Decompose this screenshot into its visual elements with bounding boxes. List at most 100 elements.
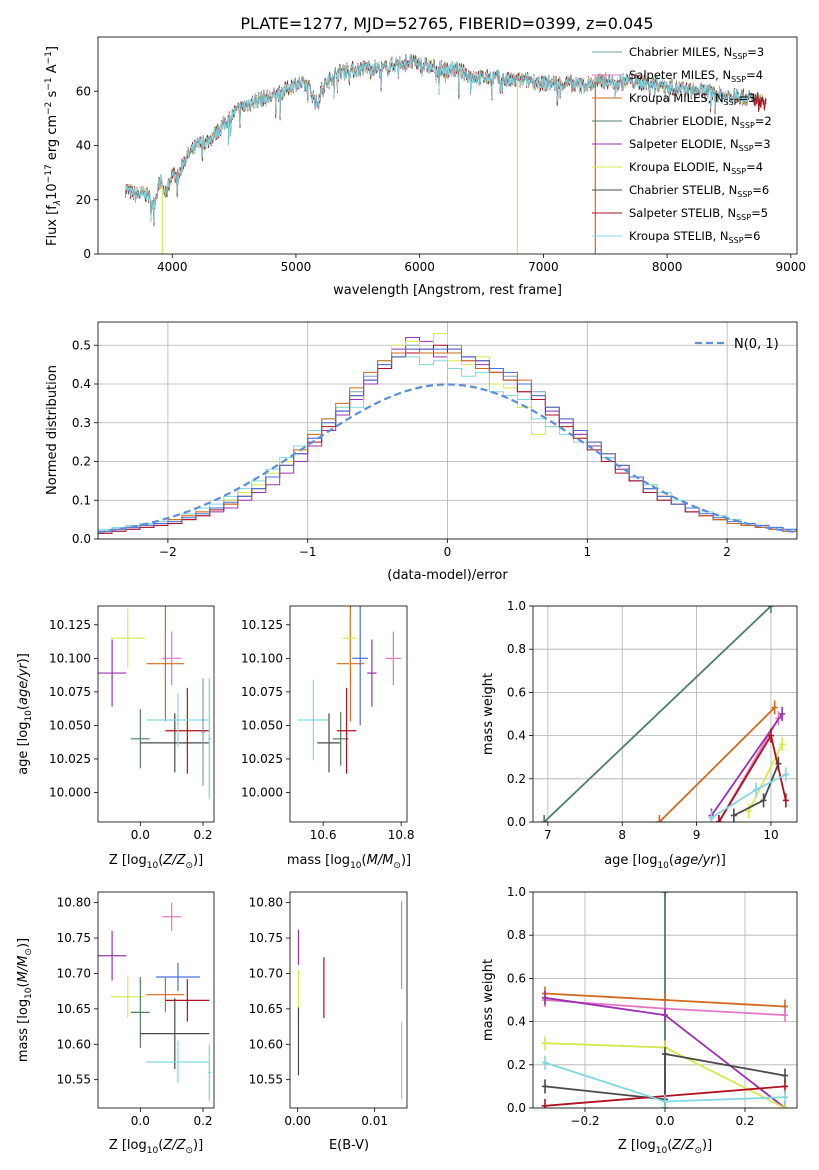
y-tick-label: 10.60 <box>57 1037 91 1051</box>
x-tick-label: 7 <box>544 828 552 842</box>
x-tick-label: 2 <box>723 545 731 559</box>
y-tick-label: 0.0 <box>72 532 91 546</box>
y-tick-label: 10.100 <box>241 651 283 665</box>
x-tick-label: 0.0 <box>655 1114 674 1128</box>
y-tick-label: 60 <box>76 84 91 98</box>
x-axis-label: Z [log10(Z/Z⊙)] <box>618 1138 712 1156</box>
x-tick-label: 0 <box>444 545 452 559</box>
y-tick-label: 10.050 <box>49 718 91 732</box>
y-tick-label: 0.0 <box>507 1101 526 1115</box>
axes-frame <box>532 605 798 823</box>
y-tick-label: 0.5 <box>72 338 91 352</box>
age-vs-mass-panel: 10.6 10.8 10.000 10.025 10.050 10.075 10.100 10… <box>241 605 415 871</box>
axes-frame <box>97 891 215 1109</box>
y-tick-label: 0.8 <box>507 928 526 942</box>
y-tick-label: 0.6 <box>507 971 526 985</box>
y-tick-label: 0.2 <box>72 455 91 469</box>
gaussian-curve <box>97 383 798 534</box>
legend-label: N(0, 1) <box>734 337 779 352</box>
x-tick-label: 10 <box>763 828 778 842</box>
y-tick-label: 10.55 <box>249 1073 283 1087</box>
y-tick-label: 0.0 <box>507 815 526 829</box>
y-tick-label: 10.000 <box>49 785 91 799</box>
x-tick-label: −2 <box>159 545 177 559</box>
y-tick-label: 10.75 <box>57 931 91 945</box>
x-tick-label: 1 <box>583 545 591 559</box>
weight-line-chabrier_stelib <box>544 1052 786 1101</box>
y-axis-label: age [log10(age/yr)] <box>16 653 34 775</box>
x-tick-label: 9000 <box>776 260 807 274</box>
x-tick-label: 7000 <box>528 260 559 274</box>
x-tick-label: 10.6 <box>310 828 337 842</box>
legend-label: Chabrier ELODIE, NSSP=2 <box>629 114 772 130</box>
histogram-blue_cross <box>98 348 797 539</box>
mass-vs-metallicity-panel: 0.0 0.2 10.55 10.60 10.65 10.70 10.75 10.80 Z [l… <box>16 891 215 1156</box>
figure-title: PLATE=1277, MJD=52765, FIBERID=0399, z=0… <box>240 14 653 33</box>
axes-frame <box>289 605 408 823</box>
legend-label: Kroupa MILES, NSSP=3 <box>629 91 755 107</box>
weight-line-chabrier_elodie <box>543 606 772 822</box>
mass-vs-ebv-panel: 0.00 0.01 10.55 10.60 10.65 10.70 10.75 10.80 E(… <box>249 891 408 1153</box>
x-tick-label: 0.2 <box>735 1114 754 1128</box>
y-axis-label: Normed distribution <box>45 365 60 495</box>
y-axis-label: Flux [fλ10−17 erg cm−2 s−1 A−1] <box>44 46 63 246</box>
x-axis-label: Z [log10(Z/Z⊙)] <box>109 853 203 871</box>
y-tick-label: 10.025 <box>49 752 91 766</box>
y-tick-label: 10.65 <box>57 1002 91 1016</box>
y-tick-label: 10.075 <box>49 685 91 699</box>
y-tick-label: 10.65 <box>249 1002 283 1016</box>
x-tick-label: 8000 <box>652 260 683 274</box>
x-tick-label: 0.0 <box>131 828 150 842</box>
y-tick-label: 10.125 <box>49 618 91 632</box>
y-tick-label: 10.60 <box>249 1037 283 1051</box>
x-tick-label: 0.01 <box>361 1114 388 1128</box>
x-axis-label: E(B-V) <box>329 1138 369 1153</box>
legend-label: Salpeter STELIB, NSSP=5 <box>629 206 768 222</box>
y-tick-label: 10.55 <box>57 1073 91 1087</box>
y-axis-label: mass weight <box>481 673 496 755</box>
y-tick-label: 0.6 <box>507 685 526 699</box>
x-axis-label: age [log10(age/yr)] <box>604 853 726 871</box>
weight-line-kroupa_elodie <box>747 743 783 812</box>
y-tick-label: 10.80 <box>57 896 91 910</box>
mass-weight-vs-age-panel: 7 8 9 10 0.0 0.2 0.4 0.6 0.8 1.0 age [log10(age/yr… <box>481 599 798 871</box>
x-axis-label: mass [log10(M/M⊙)] <box>287 853 411 871</box>
y-tick-label: 10.75 <box>249 931 283 945</box>
axes-frame <box>97 605 215 823</box>
spectrum-panel: 4000 5000 6000 7000 8000 9000 0 20 40 60 wavelengt… <box>44 36 807 298</box>
spectrum-line-kroupa_stelib <box>124 53 754 223</box>
y-tick-label: 0.3 <box>72 416 91 430</box>
legend-label: Kroupa ELODIE, NSSP=4 <box>629 160 763 176</box>
y-tick-label: 20 <box>76 193 91 207</box>
x-tick-label: 10.8 <box>388 828 415 842</box>
y-tick-label: 0.2 <box>507 1058 526 1072</box>
axes-frame <box>289 891 408 1109</box>
x-tick-label: 4000 <box>157 260 188 274</box>
y-tick-label: 0.4 <box>72 377 91 391</box>
y-tick-label: 10.80 <box>249 896 283 910</box>
axes-frame <box>97 36 798 255</box>
y-tick-label: 10.000 <box>241 785 283 799</box>
x-tick-label: 6000 <box>404 260 435 274</box>
y-tick-label: 10.075 <box>241 685 283 699</box>
y-tick-label: 0.4 <box>507 729 526 743</box>
x-tick-label: 9 <box>693 828 701 842</box>
x-tick-label: 0.00 <box>284 1114 311 1128</box>
y-tick-label: 10.100 <box>49 651 91 665</box>
y-tick-label: 0.1 <box>72 493 91 507</box>
y-tick-label: 40 <box>76 139 91 153</box>
y-tick-label: 10.125 <box>241 618 283 632</box>
y-tick-label: 10.050 <box>241 718 283 732</box>
y-tick-label: 1.0 <box>507 599 526 613</box>
y-tick-label: 0.4 <box>507 1015 526 1029</box>
y-tick-label: 0.8 <box>507 642 526 656</box>
y-tick-label: 10.70 <box>57 966 91 980</box>
axes-frame <box>97 321 798 540</box>
x-tick-label: 5000 <box>281 260 312 274</box>
axes-frame <box>532 891 798 1109</box>
age-vs-metallicity-panel: 0.0 0.2 10.000 10.025 10.050 10.075 10.100 10.1… <box>16 605 215 871</box>
legend-label: Chabrier STELIB, NSSP=6 <box>629 183 769 199</box>
y-tick-label: 1.0 <box>507 885 526 899</box>
y-tick-label: 10.025 <box>241 752 283 766</box>
